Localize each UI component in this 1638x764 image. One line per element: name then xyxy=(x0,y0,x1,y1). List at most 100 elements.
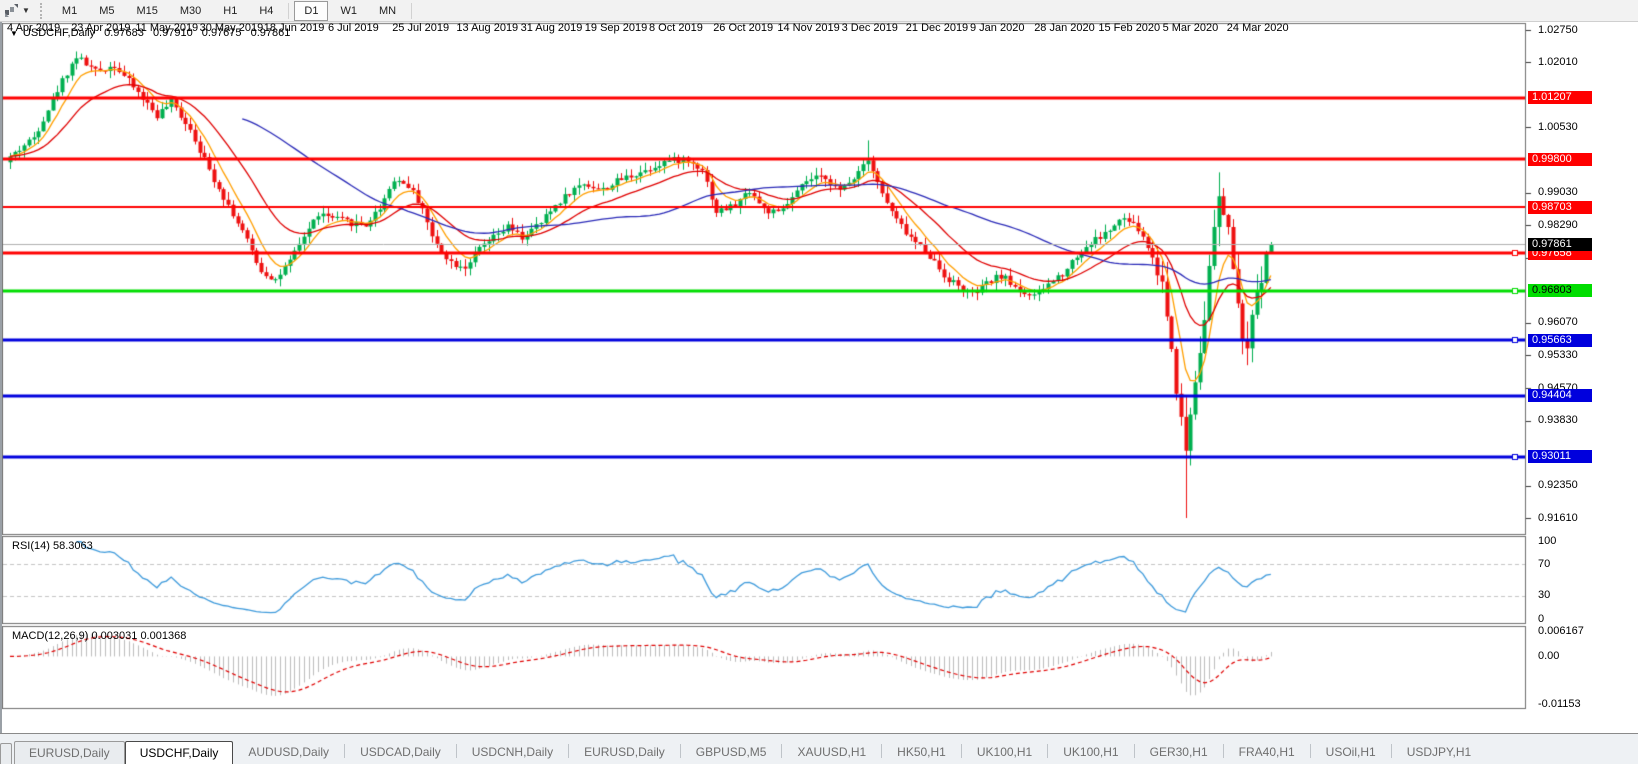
macd-indicator-label: MACD(12,26,9) 0.003031 0.001368 xyxy=(12,630,186,642)
timeframe-button-w1[interactable]: W1 xyxy=(340,4,357,17)
chart-tab-usdchf-daily[interactable]: USDCHF,Daily xyxy=(124,741,234,764)
chart-tab-uk100-h1[interactable]: UK100,H1 xyxy=(976,745,1033,759)
macd-signal-value: 0.001368 xyxy=(140,630,187,642)
chart-tab-usdjpy-h1[interactable]: USDJPY,H1 xyxy=(1406,745,1472,759)
rsi-axis-label: 70 xyxy=(1538,557,1551,570)
date-axis-label: 18 Jun 2019 xyxy=(263,22,325,34)
date-axis-label: 13 Aug 2019 xyxy=(456,22,519,34)
date-axis-label: 30 May 2019 xyxy=(199,22,264,34)
price-axis-label: 1.02750 xyxy=(1538,23,1578,36)
tab-separator xyxy=(1047,744,1049,758)
chevron-down-icon[interactable]: ▼ xyxy=(22,6,30,15)
date-axis-label: 31 Aug 2019 xyxy=(520,22,583,34)
chart-symbol-label: USDCHF,Daily xyxy=(22,27,96,39)
timeframe-button-h4[interactable]: H4 xyxy=(259,4,274,17)
rsi-name: RSI(14) xyxy=(12,540,50,552)
price-chart-canvas[interactable] xyxy=(2,22,1638,733)
chart-periods-icon-glyph xyxy=(5,4,18,17)
chart-tab-usdcad-daily[interactable]: USDCAD,Daily xyxy=(360,745,441,759)
tab-separator xyxy=(1133,744,1135,758)
tab-separator xyxy=(960,744,962,758)
chart-tab-gbpusd-m5[interactable]: GBPUSD,M5 xyxy=(695,745,767,759)
price-axis-label: 0.92350 xyxy=(1538,479,1578,492)
date-axis-label: 14 Nov 2019 xyxy=(777,22,840,34)
chart-tab-fra40-h1[interactable]: FRA40,H1 xyxy=(1238,745,1295,759)
date-axis-label: 6 Jul 2019 xyxy=(328,22,379,34)
tab-separator xyxy=(1309,744,1311,758)
date-axis-label: 23 Apr 2019 xyxy=(71,22,131,34)
timeframe-button-m15[interactable]: M15 xyxy=(136,4,158,17)
price-axis-label: 0.95330 xyxy=(1538,348,1578,361)
date-axis-label: 28 Jan 2020 xyxy=(1034,22,1095,34)
chart-periods-icon[interactable] xyxy=(4,3,19,18)
rsi-axis-label: 100 xyxy=(1538,534,1557,547)
tab-separator xyxy=(881,744,883,758)
price-line-tag: 0.96803 xyxy=(1528,284,1592,297)
tab-separator xyxy=(344,744,346,758)
partial-tab-sliver[interactable] xyxy=(0,743,12,764)
price-axis-label: 0.99030 xyxy=(1538,186,1578,199)
chart-tab-usoil-h1[interactable]: USOil,H1 xyxy=(1325,745,1376,759)
timeframe-button-mn[interactable]: MN xyxy=(378,4,397,17)
date-axis-label: 5 Mar 2020 xyxy=(1162,22,1219,34)
price-axis-label: 1.00530 xyxy=(1538,120,1578,133)
date-axis-label: 11 May 2019 xyxy=(135,22,199,34)
price-axis-label: 0.98290 xyxy=(1538,218,1578,231)
tab-separator xyxy=(679,744,681,758)
macd-axis-label: 0.006167 xyxy=(1538,624,1584,637)
chart-tab-eurusd-daily[interactable]: EURUSD,Daily xyxy=(584,745,665,759)
price-line-tag: 0.94404 xyxy=(1528,389,1592,403)
timeframes-toolbar: ▼ M1 M5 M15 M30 H1 H4 D1 W1 MN xyxy=(0,0,1638,22)
tab-separator xyxy=(568,744,570,758)
ohlc-low-value: 0.97675 xyxy=(201,27,242,39)
date-axis-label: 19 Sep 2019 xyxy=(584,22,648,34)
tab-separator xyxy=(1390,744,1392,758)
macd-axis-label: 0.00 xyxy=(1538,649,1560,662)
date-axis-label: 4 Apr 2019 xyxy=(7,22,61,34)
rsi-axis-label: 30 xyxy=(1538,589,1551,602)
rsi-axis-label: 0 xyxy=(1538,612,1545,625)
tab-separator xyxy=(781,744,783,758)
date-axis-label: 9 Jan 2020 xyxy=(970,22,1025,34)
ohlc-open-value: 0.97683 xyxy=(104,27,144,39)
date-axis-label: 26 Oct 2019 xyxy=(713,22,774,34)
price-line-tag: 0.98703 xyxy=(1528,200,1592,214)
date-axis-label: 8 Oct 2019 xyxy=(649,22,703,34)
symbol-dropdown-icon[interactable]: ▼ xyxy=(10,29,18,38)
rsi-indicator-label: RSI(14) 58.3063 xyxy=(12,540,93,552)
current-price-tag: 0.97861 xyxy=(1528,237,1592,251)
timeframe-button-m5[interactable]: M5 xyxy=(99,4,115,17)
chart-tab-xauusd-h1[interactable]: XAUUSD,H1 xyxy=(797,745,867,759)
toolbar-separator xyxy=(288,2,290,19)
price-line-tag: 0.99800 xyxy=(1528,152,1592,166)
macd-name: MACD(12,26,9) xyxy=(12,630,89,642)
price-line-tag: 0.95663 xyxy=(1528,333,1592,347)
date-axis-label: 21 Dec 2019 xyxy=(905,22,969,34)
chart-tab-usdcnh-daily[interactable]: USDCNH,Daily xyxy=(471,745,554,759)
chart-tab-uk100-h1[interactable]: UK100,H1 xyxy=(1063,745,1119,759)
price-axis-label: 0.93830 xyxy=(1538,414,1578,427)
tab-separator xyxy=(455,744,457,758)
timeframe-button-h1[interactable]: H1 xyxy=(223,4,238,17)
date-axis-label: 3 Dec 2019 xyxy=(841,22,898,34)
date-axis-label: 15 Feb 2020 xyxy=(1098,22,1161,34)
tab-separator xyxy=(1222,744,1224,758)
ohlc-close-value: 0.97861 xyxy=(250,27,291,39)
toolbar-drag-grip[interactable] xyxy=(39,2,45,19)
rsi-value: 58.3063 xyxy=(52,540,93,552)
chart-tab-hk50-h1[interactable]: HK50,H1 xyxy=(897,745,946,759)
timeframe-button-m30[interactable]: M30 xyxy=(179,4,202,17)
chart-ohlc-title: ▼ USDCHF,Daily 0.97683 0.97910 0.97675 0.… xyxy=(10,27,296,39)
chart-tab-ger30-h1[interactable]: GER30,H1 xyxy=(1149,745,1208,759)
macd-main-value: 0.003031 xyxy=(91,630,138,642)
chart-tab-eurusd-daily[interactable]: EURUSD,Daily xyxy=(14,741,125,764)
timeframe-button-m1[interactable]: M1 xyxy=(61,4,78,17)
chart-tab-audusd-daily[interactable]: AUDUSD,Daily xyxy=(248,745,330,759)
price-axis-label: 0.91610 xyxy=(1538,511,1578,524)
timeframe-button-d1[interactable]: D1 xyxy=(294,0,329,21)
toolbar-separator xyxy=(411,2,413,19)
date-axis-label: 25 Jul 2019 xyxy=(392,22,450,34)
date-axis-label: 24 Mar 2020 xyxy=(1226,22,1289,34)
timeframe-buttons-group: M1 M5 M15 M30 H1 H4 D1 W1 MN xyxy=(51,0,416,21)
chart-tab-bar: EURUSD,Daily USDCHF,Daily AUDUSD,Daily USDC… xyxy=(0,733,1638,764)
